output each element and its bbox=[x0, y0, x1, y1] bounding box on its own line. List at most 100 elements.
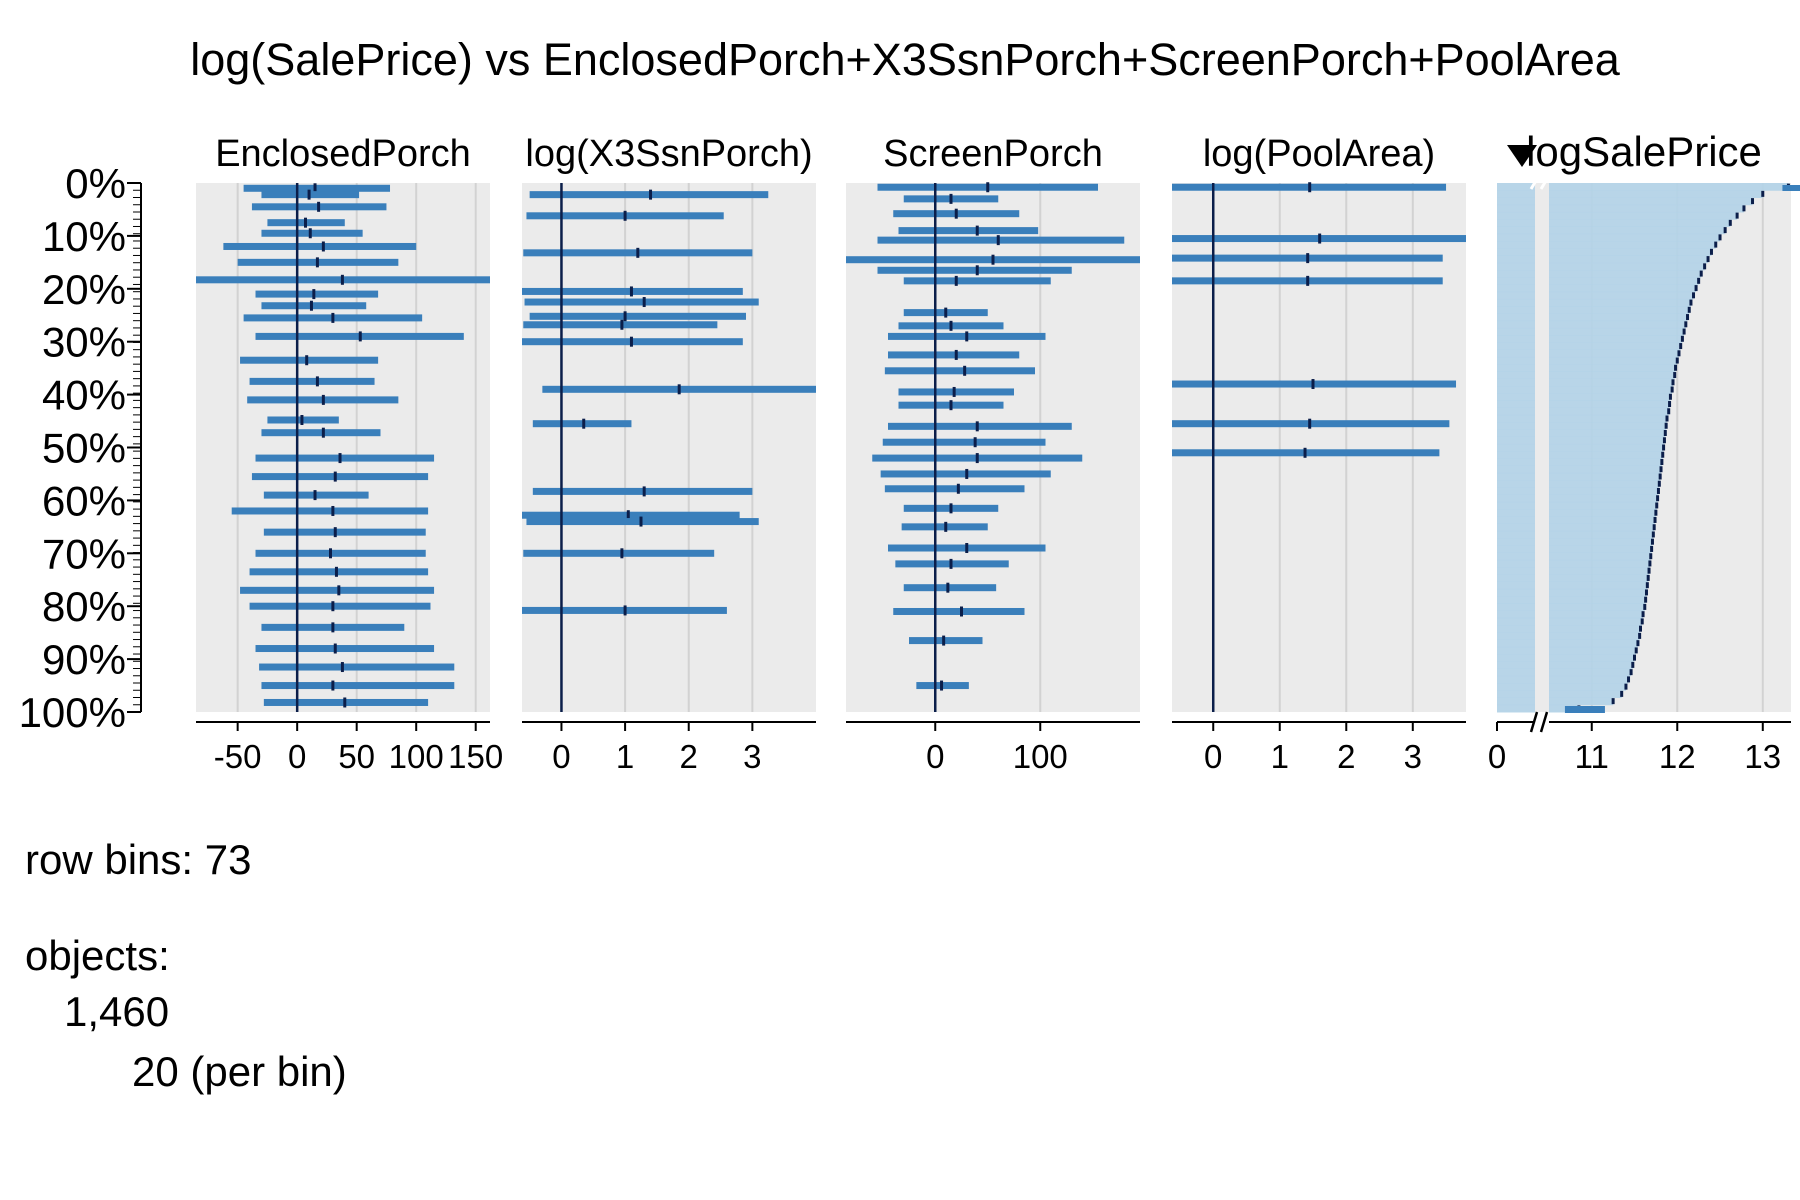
bin-fill-low bbox=[1497, 465, 1535, 474]
panel-background bbox=[196, 183, 490, 712]
bin-sd-bar bbox=[882, 438, 1046, 446]
bin-fill-low bbox=[1497, 407, 1535, 416]
bin-sd-bar bbox=[522, 511, 740, 519]
bin-fill-low bbox=[1497, 298, 1535, 307]
bin-fill-high bbox=[1549, 603, 1645, 612]
bin-fill-low bbox=[1497, 226, 1535, 235]
bin-fill-low bbox=[1497, 654, 1535, 662]
panel-0: EnclosedPorch -50 0 50 100 150 bbox=[196, 133, 503, 775]
bin-fill-high bbox=[1549, 530, 1654, 539]
bin-fill-low bbox=[1497, 342, 1535, 351]
bin-sd-bar bbox=[909, 637, 983, 645]
x-tick-label: 12 bbox=[1659, 738, 1696, 775]
bin-fill-high bbox=[1549, 364, 1676, 372]
bin-fill-low bbox=[1497, 400, 1535, 409]
bin-fill-low bbox=[1497, 494, 1535, 503]
bin-fill-high bbox=[1549, 596, 1646, 604]
bin-fill-high bbox=[1549, 494, 1658, 503]
sort-descending-icon bbox=[1507, 145, 1537, 167]
bin-fill-low bbox=[1497, 371, 1535, 380]
bin-fill-high bbox=[1549, 501, 1657, 510]
bin-fill-high bbox=[1549, 567, 1650, 575]
bin-fill-low bbox=[1497, 639, 1535, 648]
bin-sd-bar bbox=[1564, 706, 1605, 713]
bin-fill-low bbox=[1497, 458, 1535, 467]
bin-fill-low bbox=[1497, 436, 1535, 445]
bin-fill-low bbox=[1497, 190, 1535, 198]
bin-fill-high bbox=[1549, 327, 1685, 336]
bin-fill-high bbox=[1549, 458, 1662, 467]
bin-sd-bar bbox=[529, 312, 746, 320]
bin-fill-high bbox=[1549, 632, 1640, 641]
bin-fill-low bbox=[1497, 349, 1535, 358]
bin-sd-bar bbox=[261, 229, 363, 237]
bin-fill-high bbox=[1549, 385, 1673, 394]
bin-fill-high bbox=[1549, 480, 1660, 488]
bin-fill-high bbox=[1549, 487, 1659, 496]
bin-fill-low bbox=[1497, 284, 1535, 293]
x-tick-label: 2 bbox=[680, 738, 698, 775]
bin-sd-bar bbox=[532, 420, 632, 428]
bin-fill-low bbox=[1497, 327, 1535, 336]
bin-fill-high bbox=[1549, 559, 1650, 568]
bin-fill-low bbox=[1497, 588, 1535, 597]
x-tick-label: 11 bbox=[1575, 738, 1609, 775]
bin-fill-low bbox=[1497, 509, 1535, 517]
bin-fill-high bbox=[1549, 639, 1638, 648]
x-tick-label: 100 bbox=[1013, 738, 1068, 775]
x-tick-label: 50 bbox=[338, 738, 375, 775]
bin-fill-low bbox=[1497, 487, 1535, 496]
chart-title: log(SalePrice) vs EnclosedPorch+X3SsnPor… bbox=[190, 34, 1620, 85]
bin-sd-bar bbox=[884, 485, 1025, 493]
panel-4: logSalePrice 0 11 12 13 bbox=[1488, 128, 1800, 775]
bin-fill-high bbox=[1549, 233, 1721, 242]
bin-fill-high bbox=[1549, 219, 1731, 227]
bin-fill-high bbox=[1549, 284, 1697, 293]
panel-title: logSalePrice bbox=[1526, 128, 1762, 175]
bin-sd-bar bbox=[524, 298, 759, 306]
bin-fill-low bbox=[1497, 385, 1535, 394]
bin-fill-low bbox=[1497, 356, 1535, 365]
bin-fill-low bbox=[1497, 393, 1535, 401]
bin-fill-low bbox=[1497, 596, 1535, 604]
bin-fill-low bbox=[1497, 262, 1535, 271]
bin-sd-bar bbox=[903, 277, 1051, 285]
x-tick-label: 2 bbox=[1337, 738, 1355, 775]
bin-sd-bar bbox=[261, 429, 381, 437]
bin-fill-low bbox=[1497, 451, 1535, 459]
bin-sd-bar bbox=[884, 367, 1035, 375]
bin-fill-low bbox=[1497, 646, 1535, 655]
bin-fill-low bbox=[1497, 690, 1535, 699]
bin-fill-high bbox=[1549, 465, 1662, 474]
x-tick-label: -50 bbox=[214, 738, 262, 775]
bin-fill-high bbox=[1549, 183, 1789, 191]
bin-fill-low bbox=[1497, 501, 1535, 510]
row-tick-label: 10% bbox=[42, 213, 126, 260]
panel-background bbox=[1172, 183, 1466, 712]
bin-fill-high bbox=[1549, 414, 1668, 423]
bin-fill-high bbox=[1549, 697, 1614, 706]
bin-sd-bar bbox=[532, 487, 753, 495]
bin-fill-low bbox=[1497, 233, 1535, 242]
panel-title: ScreenPorch bbox=[883, 133, 1103, 175]
bin-sd-bar bbox=[529, 191, 769, 199]
bin-sd-bar bbox=[249, 602, 431, 610]
bin-fill-low bbox=[1497, 516, 1535, 525]
bin-fill-low bbox=[1497, 472, 1535, 481]
bin-fill-low bbox=[1497, 617, 1535, 626]
bin-fill-low bbox=[1497, 269, 1535, 278]
panel-title: EnclosedPorch bbox=[215, 133, 471, 175]
bin-fill-high bbox=[1549, 277, 1699, 285]
bin-fill-high bbox=[1549, 262, 1705, 271]
bin-fill-low bbox=[1497, 248, 1535, 256]
row-tick-label: 30% bbox=[42, 319, 126, 366]
bin-fill-high bbox=[1549, 443, 1664, 452]
bin-fill-low bbox=[1497, 414, 1535, 423]
bin-fill-low bbox=[1497, 675, 1535, 684]
bin-fill-high bbox=[1549, 356, 1678, 365]
axis-break-mark bbox=[1529, 711, 1549, 733]
bin-sd-bar bbox=[877, 236, 1125, 244]
bin-fill-low bbox=[1497, 183, 1535, 191]
bin-fill-low bbox=[1497, 240, 1535, 249]
